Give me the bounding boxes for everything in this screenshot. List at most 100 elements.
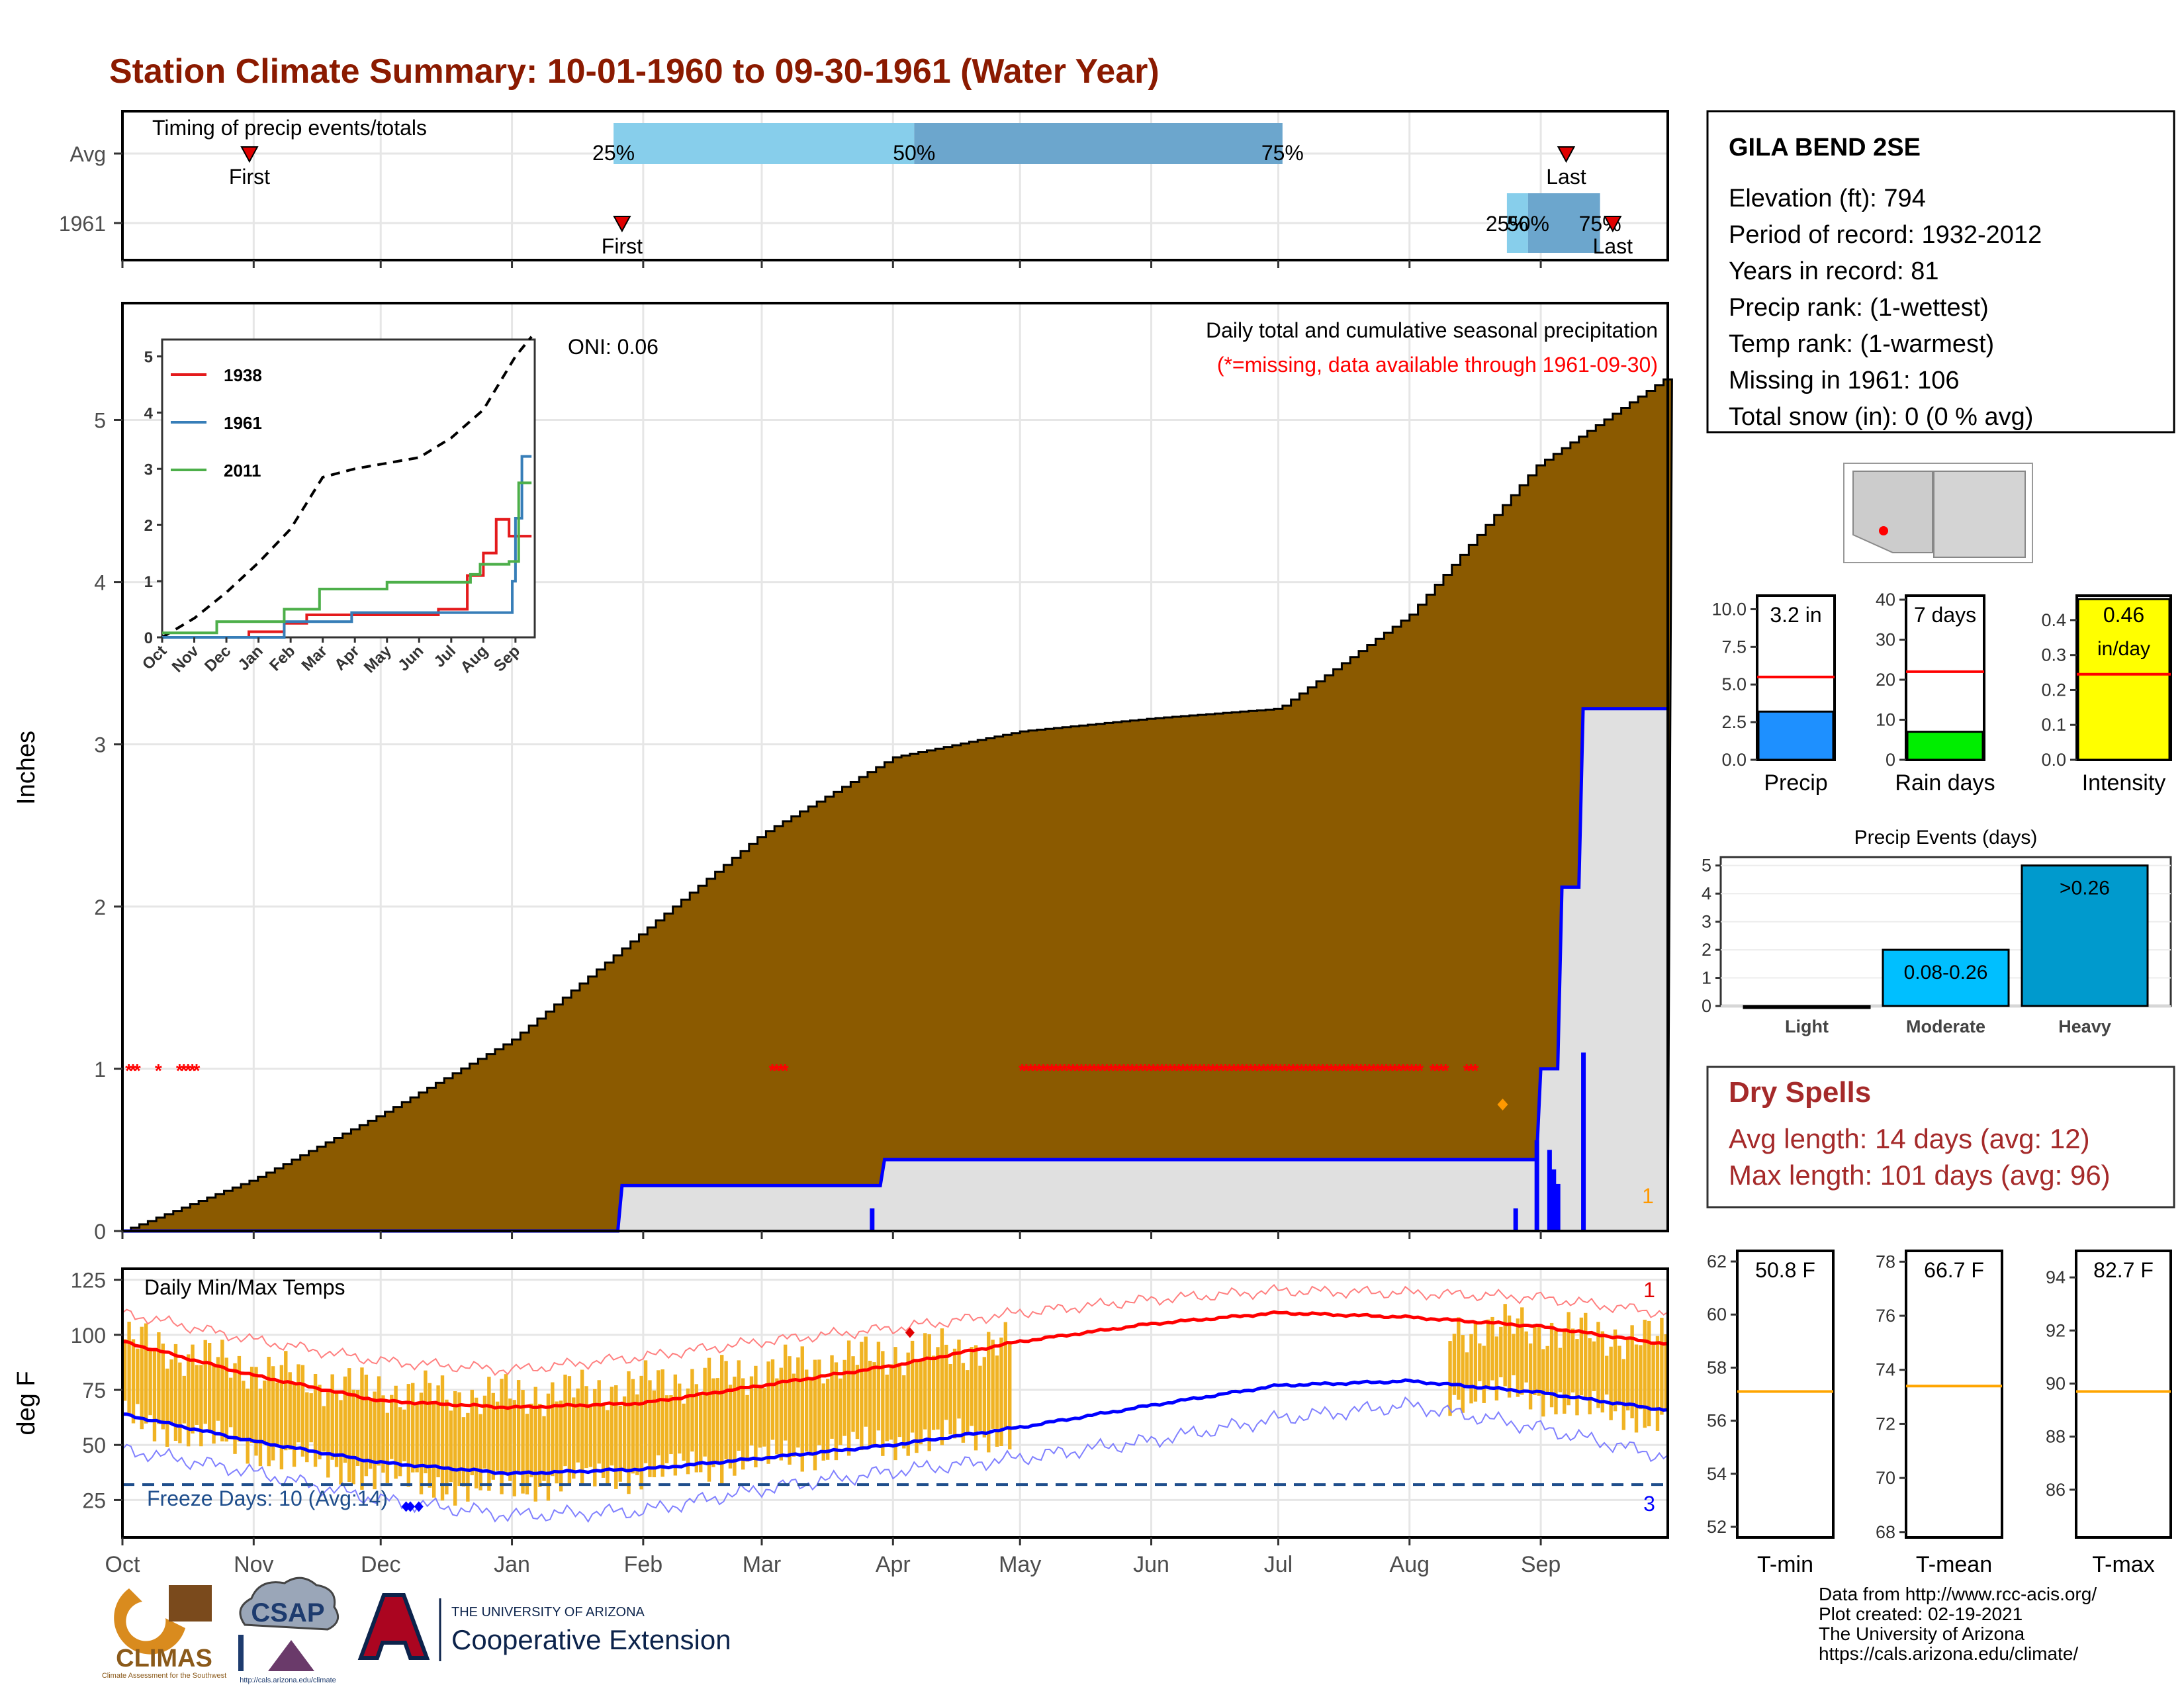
mini-bar-tick-label: 0	[1886, 750, 1895, 770]
daily-temp-bar	[1512, 1334, 1516, 1375]
temp-y-tick-label: 125	[71, 1269, 106, 1293]
daily-temp-bar	[699, 1393, 703, 1473]
precip-events-category: Light	[1785, 1017, 1829, 1036]
daily-temp-bar	[516, 1380, 521, 1475]
observed-cumulative-precip-area	[122, 708, 1668, 1231]
precip-events-tick-label: 3	[1702, 912, 1711, 932]
first-event-label: First	[602, 234, 643, 258]
precip-panel: *** * ***** **** ***************************…	[13, 302, 1673, 1244]
daily-temp-bar	[148, 1349, 152, 1416]
inset-y-tick-label: 3	[144, 461, 153, 479]
temp-box-frame	[1905, 1250, 2003, 1539]
daily-temp-bar	[500, 1379, 504, 1494]
daily-temp-bar	[1554, 1330, 1558, 1415]
missing-day-marker: *	[1345, 1060, 1352, 1081]
missing-day-marker: *	[1463, 1060, 1471, 1081]
missing-day-marker: *	[1197, 1060, 1204, 1081]
daily-temp-bar	[868, 1361, 872, 1447]
daily-temp-bar	[1469, 1334, 1473, 1404]
daily-temp-bar	[491, 1393, 495, 1480]
csap-logo-cloud	[239, 1577, 340, 1631]
missing-day-marker: *	[1285, 1060, 1293, 1081]
inset-y-tick-label: 4	[144, 404, 154, 422]
daily-temp-bar	[974, 1345, 978, 1451]
daily-temp-bar	[741, 1378, 745, 1470]
station-location-dot	[1879, 526, 1888, 535]
locator-map-new-mexico	[1933, 471, 2026, 558]
daily-temp-bar	[478, 1414, 482, 1490]
daily-temp-bar	[1617, 1346, 1621, 1406]
missing-day-marker: *	[1400, 1060, 1407, 1081]
timing-row-label: 1961	[59, 212, 106, 236]
daily-temp-bar	[258, 1389, 263, 1467]
daily-temp-bar	[762, 1388, 766, 1447]
temp-x-tick-label: Jun	[1133, 1552, 1169, 1577]
missing-day-marker: *	[769, 1060, 776, 1081]
daily-temp-bar	[466, 1412, 470, 1502]
missing-day-marker: *	[1467, 1060, 1475, 1081]
missing-day-marker: *	[1150, 1060, 1157, 1081]
daily-temp-bar	[453, 1391, 457, 1506]
temp-box-label: T-max	[2092, 1552, 2154, 1577]
missing-day-marker: *	[1264, 1060, 1271, 1081]
daily-temp-bar	[1486, 1319, 1490, 1388]
inset-avg-line	[161, 336, 533, 639]
precip-y-axis-label: Inches	[13, 731, 40, 805]
daily-temp-bar	[614, 1385, 618, 1489]
temp-y-tick-label: 25	[82, 1488, 106, 1512]
daily-temp-bar	[987, 1332, 991, 1453]
daily-temp-bar	[1660, 1318, 1664, 1415]
first-event-label: First	[229, 165, 270, 189]
mini-bar-value	[2077, 598, 2171, 761]
daily-temp-bar	[275, 1382, 279, 1447]
daily-temp-bar	[1609, 1346, 1613, 1420]
missing-day-marker: *	[1201, 1060, 1208, 1081]
daily-temp-bar	[318, 1385, 322, 1459]
record-high-count: 1	[1643, 1278, 1655, 1302]
mini-bar-label: Intensity	[2082, 770, 2166, 796]
daily-temp-bar	[897, 1363, 902, 1438]
quartile-bar-25-50	[1506, 193, 1528, 253]
inset-y-tick-label: 1	[144, 573, 153, 591]
record-high-marker	[905, 1327, 915, 1338]
daily-temp-bar	[567, 1376, 572, 1485]
daily-temp-bar	[737, 1360, 741, 1451]
daily-temp-bar	[631, 1379, 635, 1474]
daily-temp-bar	[254, 1367, 258, 1456]
daily-temp-bar	[779, 1367, 783, 1461]
daily-temp-bar	[682, 1403, 686, 1461]
mini-bar-tick-label: 0.3	[2041, 645, 2066, 665]
temp-box-tick-label: 78	[1876, 1252, 1895, 1271]
temp-box-frame	[1736, 1250, 1835, 1539]
footer-credits: Data from http://www.rcc-acis.org/ Plot …	[1819, 1584, 2097, 1664]
daily-temp-bar	[339, 1400, 343, 1485]
mini-bar-value-label: 0.46	[2103, 603, 2144, 627]
daily-temp-bar	[288, 1372, 292, 1450]
temp-box-value-label: 82.7 F	[2093, 1258, 2154, 1282]
daily-temp-bar	[678, 1383, 682, 1454]
daily-temp-bar	[360, 1367, 364, 1490]
daily-temp-bar	[449, 1410, 453, 1483]
missing-day-marker: *	[176, 1060, 183, 1081]
daily-temp-bar	[1537, 1324, 1541, 1396]
temp-y-axis-label: deg F	[13, 1371, 40, 1435]
daily-temp-bar	[707, 1357, 711, 1482]
missing-day-marker: *	[1226, 1060, 1233, 1081]
daily-temp-bar	[398, 1407, 402, 1477]
last-event-marker	[1604, 216, 1622, 233]
daily-temp-bar	[136, 1348, 140, 1404]
dry-spells-title: Dry Spells	[1729, 1076, 1871, 1109]
daily-temp-bar	[1634, 1344, 1639, 1433]
inset-legend-label: 2011	[224, 461, 261, 480]
daily-temp-bar	[207, 1343, 212, 1431]
page-title: Station Climate Summary: 10-01-1960 to 0…	[109, 52, 1160, 91]
missing-day-marker: *	[1243, 1060, 1250, 1081]
daily-temp-bar	[250, 1367, 254, 1443]
missing-day-marker: *	[1061, 1060, 1068, 1081]
temp-box-label: T-min	[1757, 1552, 1813, 1577]
daily-temp-bar	[1567, 1312, 1570, 1406]
daily-temp-bar	[851, 1356, 855, 1432]
daily-temp-bar	[246, 1389, 250, 1464]
daily-temp-bar	[648, 1380, 652, 1477]
daily-temp-bar	[436, 1385, 440, 1478]
